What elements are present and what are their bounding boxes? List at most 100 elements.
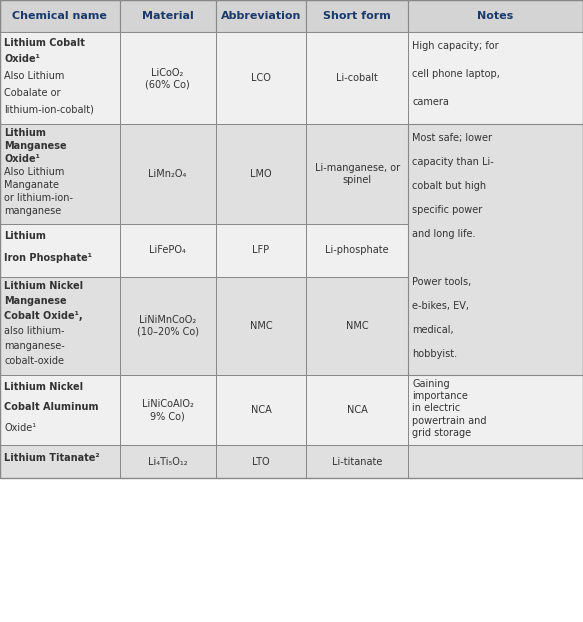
Text: Chemical name: Chemical name — [12, 11, 107, 21]
Bar — [120, 445, 216, 478]
Text: Manganate: Manganate — [4, 180, 59, 190]
Text: Also Lithium: Also Lithium — [4, 71, 65, 81]
Text: Iron Phosphate¹: Iron Phosphate¹ — [4, 253, 92, 263]
Text: Li₄Ti₅O₁₂: Li₄Ti₅O₁₂ — [148, 457, 187, 467]
Text: medical,: medical, — [412, 325, 454, 335]
Text: Gaining: Gaining — [412, 379, 450, 389]
Text: Power tools,: Power tools, — [412, 277, 472, 287]
Text: cell phone laptop,: cell phone laptop, — [412, 69, 500, 79]
Text: LFP: LFP — [252, 245, 269, 256]
Bar — [306, 277, 408, 375]
Text: or lithium-ion-: or lithium-ion- — [4, 193, 73, 203]
Bar — [408, 445, 583, 478]
Text: LiNiMnCoO₂
(10–20% Co): LiNiMnCoO₂ (10–20% Co) — [136, 315, 199, 337]
Bar — [216, 124, 306, 224]
Text: LTO: LTO — [252, 457, 270, 467]
Text: manganese-: manganese- — [4, 341, 65, 351]
Bar — [306, 32, 408, 124]
Text: NMC: NMC — [250, 321, 272, 331]
Text: Cobalate or: Cobalate or — [4, 88, 61, 98]
Bar — [120, 124, 216, 224]
Text: Lithium Titanate²: Lithium Titanate² — [4, 453, 100, 463]
Text: Li-phosphate: Li-phosphate — [325, 245, 389, 256]
Text: LMO: LMO — [250, 169, 272, 179]
Bar — [216, 445, 306, 478]
Bar — [306, 124, 408, 224]
Text: specific power: specific power — [412, 205, 482, 215]
Text: Li-manganese, or
spinel: Li-manganese, or spinel — [314, 164, 400, 185]
Bar — [408, 224, 583, 277]
Text: Oxide¹: Oxide¹ — [4, 54, 40, 64]
Text: Abbreviation: Abbreviation — [221, 11, 301, 21]
Bar — [120, 32, 216, 124]
Text: Lithium: Lithium — [4, 231, 46, 241]
Text: Oxide¹: Oxide¹ — [4, 423, 36, 433]
Text: manganese: manganese — [4, 206, 61, 216]
Text: powertrain and: powertrain and — [412, 415, 487, 425]
Bar — [408, 124, 583, 224]
Bar — [408, 277, 583, 375]
Text: capacity than Li-: capacity than Li- — [412, 157, 494, 167]
Bar — [216, 375, 306, 445]
Text: LiNiCoAlO₂
9% Co): LiNiCoAlO₂ 9% Co) — [142, 399, 194, 421]
Text: lithium-ion-cobalt): lithium-ion-cobalt) — [4, 104, 94, 114]
Text: Li-titanate: Li-titanate — [332, 457, 382, 467]
Bar — [216, 0, 306, 32]
Bar — [0, 0, 120, 32]
Bar — [0, 224, 120, 277]
Bar — [408, 375, 583, 445]
Text: Lithium Nickel: Lithium Nickel — [4, 382, 83, 392]
Text: cobalt but high: cobalt but high — [412, 181, 486, 191]
Text: also lithium-: also lithium- — [4, 326, 65, 336]
Bar — [0, 277, 120, 375]
Text: Also Lithium: Also Lithium — [4, 167, 65, 177]
Bar — [408, 124, 583, 375]
Text: NCA: NCA — [347, 405, 367, 415]
Bar — [120, 375, 216, 445]
Bar — [0, 375, 120, 445]
Bar — [306, 0, 408, 32]
Text: Lithium Nickel: Lithium Nickel — [4, 281, 83, 291]
Text: Notes: Notes — [477, 11, 514, 21]
Text: Lithium Cobalt: Lithium Cobalt — [4, 37, 85, 47]
Text: LiFePO₄: LiFePO₄ — [149, 245, 186, 256]
Bar — [306, 224, 408, 277]
Text: e-bikes, EV,: e-bikes, EV, — [412, 301, 469, 311]
Bar — [0, 32, 120, 124]
Text: Short form: Short form — [323, 11, 391, 21]
Bar — [216, 277, 306, 375]
Bar — [0, 0, 583, 478]
Bar — [0, 124, 120, 224]
Text: High capacity; for: High capacity; for — [412, 42, 499, 52]
Bar — [306, 375, 408, 445]
Text: and long life.: and long life. — [412, 229, 476, 239]
Text: Lithium: Lithium — [4, 128, 46, 138]
Text: camera: camera — [412, 97, 449, 107]
Text: Material: Material — [142, 11, 194, 21]
Bar — [120, 0, 216, 32]
Bar — [408, 32, 583, 124]
Text: NMC: NMC — [346, 321, 368, 331]
Text: cobalt-oxide: cobalt-oxide — [4, 356, 64, 366]
Text: Manganese: Manganese — [4, 296, 66, 306]
Text: importance: importance — [412, 391, 468, 401]
Text: Cobalt Oxide¹,: Cobalt Oxide¹, — [4, 311, 83, 321]
Bar — [216, 32, 306, 124]
Text: Manganese: Manganese — [4, 141, 66, 151]
Text: Cobalt Aluminum: Cobalt Aluminum — [4, 402, 99, 412]
Text: LiCoO₂
(60% Co): LiCoO₂ (60% Co) — [145, 68, 190, 89]
Bar — [120, 277, 216, 375]
Text: hobbyist.: hobbyist. — [412, 350, 457, 360]
Text: in electric: in electric — [412, 403, 461, 414]
Bar — [306, 445, 408, 478]
Bar — [408, 0, 583, 32]
Text: NCA: NCA — [251, 405, 271, 415]
Text: LiMn₂O₄: LiMn₂O₄ — [149, 169, 187, 179]
Bar — [0, 445, 120, 478]
Bar — [216, 224, 306, 277]
Text: Most safe; lower: Most safe; lower — [412, 133, 492, 143]
Text: grid storage: grid storage — [412, 428, 471, 438]
Text: Oxide¹: Oxide¹ — [4, 154, 40, 164]
Text: Li-cobalt: Li-cobalt — [336, 73, 378, 83]
Text: LCO: LCO — [251, 73, 271, 83]
